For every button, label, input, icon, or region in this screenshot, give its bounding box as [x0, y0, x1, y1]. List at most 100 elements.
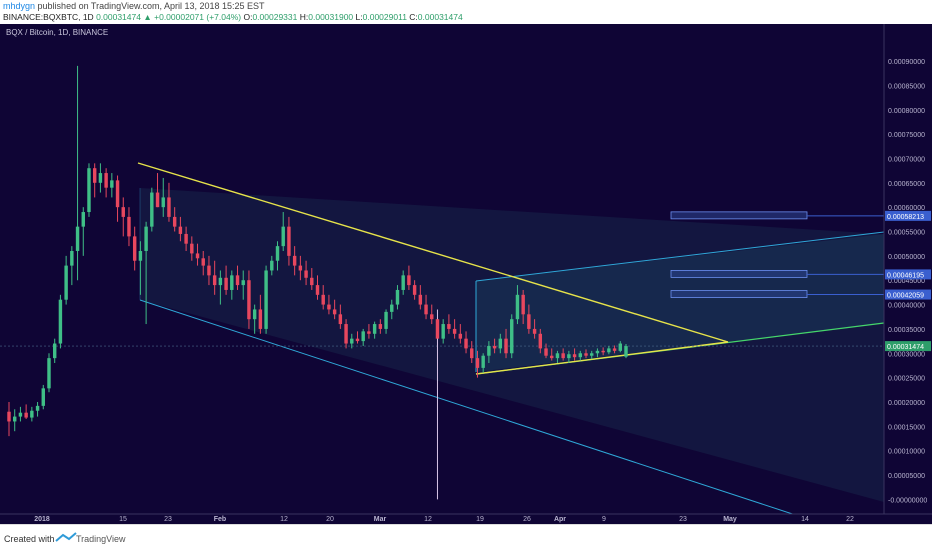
target-box-0 — [670, 211, 808, 220]
candle-body — [401, 275, 405, 290]
open-value: 0.00029331 — [252, 12, 298, 22]
candle-body — [544, 348, 548, 356]
candle-body — [350, 338, 354, 344]
candle-body — [275, 246, 280, 261]
candle-body — [595, 350, 600, 354]
candle-body — [344, 324, 348, 344]
candle-body — [384, 311, 388, 329]
price-label-text: 0.00031474 — [887, 344, 924, 351]
candle-body — [224, 277, 228, 290]
candle-body — [578, 353, 583, 358]
low-label: L: — [355, 12, 363, 22]
candle-body — [52, 343, 57, 359]
candle-body — [315, 285, 320, 295]
x-tick-label: 2018 — [34, 516, 50, 523]
candle-body — [47, 358, 51, 389]
time-scale-bg — [0, 514, 932, 524]
candle-body — [367, 331, 371, 334]
candle-body — [612, 348, 617, 351]
candle-body — [167, 197, 171, 217]
price-label-bg — [885, 289, 931, 300]
candle-body — [7, 411, 11, 422]
candle-body — [70, 250, 74, 266]
tradingview-brand[interactable]: TradingView — [76, 534, 126, 544]
candle-body — [527, 314, 531, 329]
x-tick-label: May — [723, 516, 737, 523]
candle-body — [532, 328, 537, 334]
candle-body — [270, 260, 274, 271]
price-chart[interactable]: 0.00090000 0.00085000 0.00080000 0.00075000… — [0, 24, 932, 524]
price-label-bg — [885, 341, 931, 352]
candle-body — [510, 319, 514, 354]
candle-body — [418, 294, 423, 305]
last-price: 0.00031474 — [96, 12, 141, 22]
candle-body — [298, 265, 303, 271]
y-tick-label: 0.00005000 — [888, 473, 925, 480]
candle-body — [338, 314, 343, 325]
candle-body — [390, 304, 394, 312]
candle-body — [430, 314, 434, 320]
candle-body — [212, 275, 217, 286]
candle-body — [24, 412, 28, 418]
candle-body — [121, 207, 125, 217]
candle-body — [304, 270, 308, 278]
candle-body — [258, 309, 263, 329]
candle-body — [607, 348, 611, 353]
candle-body — [287, 226, 291, 256]
candle-body — [458, 333, 463, 339]
candle-body — [618, 343, 623, 351]
y-tick-label: 0.00065000 — [888, 181, 925, 188]
price-change: ▲ +0.00002071 (+7.04%) — [143, 12, 242, 22]
channel-upper-line — [475, 231, 885, 282]
y-tick-label: 0.00020000 — [888, 400, 925, 407]
candle-body — [207, 265, 211, 276]
footer: Created with TradingView — [0, 524, 932, 551]
candle-body — [115, 180, 120, 208]
candle-body — [487, 345, 491, 356]
high-label: H: — [299, 12, 309, 22]
y-tick-label: 0.00010000 — [888, 449, 925, 456]
high-value: 0.00031900 — [308, 12, 354, 22]
candle-body — [584, 353, 588, 356]
candle-body — [470, 348, 474, 359]
y-tick-label: 0.00055000 — [888, 230, 925, 237]
yellow-support-line — [475, 341, 729, 375]
candle-body — [30, 410, 34, 418]
candle-body — [515, 294, 520, 320]
candle-body — [538, 333, 543, 349]
target-box-1 — [670, 269, 808, 278]
candle-body — [332, 309, 337, 315]
tradingview-logo-icon[interactable] — [54, 532, 84, 544]
candle-body — [412, 285, 417, 295]
y-tick-label: 0.00050000 — [888, 254, 925, 261]
x-tick-label: 14 — [801, 516, 809, 523]
candle-body — [161, 197, 165, 208]
close-value: 0.00031474 — [417, 12, 463, 22]
y-tick-label: 0.00035000 — [888, 327, 925, 334]
created-with-text: Created with — [4, 534, 55, 544]
candle-body — [567, 354, 571, 359]
x-tick-label: 9 — [602, 516, 606, 523]
candle-body — [378, 324, 383, 329]
candle-body — [498, 338, 503, 349]
chart-area[interactable]: 0.00090000 0.00085000 0.00080000 0.00075000… — [0, 24, 932, 524]
candle-body — [464, 338, 468, 349]
candle-body — [550, 355, 554, 359]
candle-body — [144, 226, 148, 251]
y-tick-label: 0.00015000 — [888, 424, 925, 431]
symbol-label: BINANCE:BQXBTC, 1D — [3, 12, 94, 22]
y-tick-label: 0.00030000 — [888, 351, 925, 358]
candle-body — [64, 265, 68, 300]
candle-body — [218, 277, 223, 286]
candle-body — [492, 345, 497, 349]
chart-title: BQX / Bitcoin, 1D, BINANCE — [6, 28, 109, 37]
candle-body — [361, 331, 365, 342]
candle-body — [98, 173, 103, 183]
candle-body — [195, 253, 200, 259]
x-tick-label: 26 — [523, 516, 531, 523]
y-tick-label: 0.00090000 — [888, 59, 925, 66]
publication-line: mhdygn published on TradingView.com, Apr… — [3, 1, 265, 11]
candle-body — [452, 328, 457, 334]
candle-body — [241, 280, 245, 286]
author-link[interactable]: mhdygn — [3, 1, 36, 11]
